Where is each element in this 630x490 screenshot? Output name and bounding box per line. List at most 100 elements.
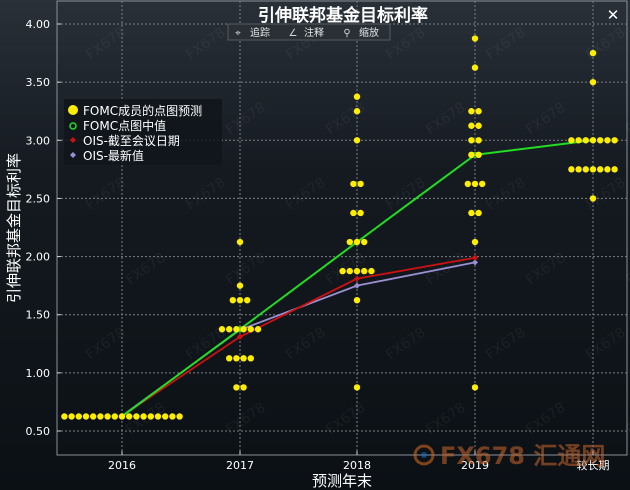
fomc-dot (568, 137, 575, 144)
fomc-dot (357, 209, 364, 217)
fomc-dot (240, 326, 247, 333)
toolbar-zoom-label: 缩放 (359, 26, 379, 39)
fomc-dot (597, 166, 604, 173)
fomc-dot (126, 413, 133, 420)
series-point-ois-meeting (237, 333, 243, 340)
fomc-dot (353, 296, 361, 304)
fomc-dot (350, 209, 357, 217)
fomc-dot (254, 326, 262, 333)
fomc-dot (244, 296, 251, 304)
plot-frame (56, 0, 628, 456)
fomc-dot (233, 384, 240, 391)
fomc-dot (589, 166, 597, 173)
toolbar-annotate-label: 注释 (304, 26, 324, 39)
fomc-dot (353, 137, 361, 144)
fomc-dot (162, 413, 169, 420)
y-tick-label: 2.00 (26, 251, 51, 264)
series-point-ois-latest (354, 282, 360, 289)
fomc-dot (471, 180, 479, 188)
fomc-dot (140, 413, 147, 420)
fomc-dot (475, 209, 482, 217)
fomc-dot (339, 267, 346, 275)
fomc-dot (118, 413, 126, 420)
fomc-dot (236, 238, 244, 246)
series-point-ois-meeting (472, 254, 478, 261)
y-tick-labels: 0.50 1.00 1.50 2.00 2.50 3.00 3.50 4.00 (26, 18, 51, 438)
y-tick-label: 1.00 (26, 367, 51, 380)
fomc-dot (468, 108, 475, 115)
fomc-dot (240, 384, 247, 391)
fomc-dot (361, 267, 368, 275)
fomc-dot (346, 238, 353, 246)
fomc-dot (475, 137, 482, 144)
brand-watermark-text: FX678 汇通网 (440, 442, 605, 470)
fomc-dot (597, 137, 604, 144)
fomc-dot (582, 137, 589, 144)
annotate-icon: ∠ (289, 28, 298, 39)
fomc-dot (236, 282, 244, 289)
fomc-dot (353, 384, 361, 391)
fomc-dot (464, 180, 471, 188)
legend-marker-dots (68, 105, 78, 115)
toolbar-button-zoom[interactable]: ⚲ 缩放 (343, 26, 379, 39)
fomc-dot (240, 355, 247, 362)
toolbar-button-track[interactable]: ⌖ 追踪 (235, 26, 270, 39)
fomc-dot (468, 209, 475, 217)
fomc-dot (575, 137, 582, 144)
fomc-dot (468, 137, 475, 144)
fomc-dot (611, 137, 618, 144)
fomc-dot (361, 238, 368, 246)
toolbar-button-annotate[interactable]: ∠ 注释 (289, 26, 324, 39)
fomc-dot (589, 137, 597, 144)
fomc-dot (357, 180, 364, 188)
chart-title: 引伸联邦基金目标利率 (258, 5, 428, 26)
legend-label-ois-latest: OIS-最新值 (83, 148, 144, 163)
legend-marker-ois-latest (70, 152, 76, 158)
y-tick-label: 3.50 (26, 76, 51, 89)
fomc-dot (169, 413, 176, 420)
fomc-dot (82, 413, 90, 420)
fomc-dot (589, 78, 597, 86)
fomc-dot (233, 355, 240, 362)
fomc-dot (475, 108, 482, 115)
close-icon[interactable]: ✕ (607, 6, 620, 24)
fomc-dot (479, 180, 486, 188)
fomc-dot (475, 122, 482, 129)
fomc-dot (247, 326, 254, 333)
fomc-dot (353, 108, 361, 115)
fomc-dot (97, 413, 104, 420)
y-axis-title: 引伸联邦基金目标利率 (5, 153, 23, 303)
chart-toolbar: ⌖ 追踪 ∠ 注释 ⚲ 缩放 (227, 23, 391, 41)
fomc-dot (353, 93, 361, 100)
y-tick-label: 3.00 (26, 134, 51, 147)
fomc-dot (350, 180, 357, 188)
fomc-dot (229, 296, 236, 304)
fomc-dot (353, 238, 361, 246)
fomc-dot (568, 166, 575, 173)
fomc-dot (468, 151, 475, 159)
crosshair-icon: ⌖ (235, 28, 241, 39)
fomc-dot (68, 413, 75, 420)
x-tick-label: 2018 (343, 459, 371, 472)
fomc-dot (346, 267, 353, 275)
y-tick-label: 1.50 (26, 309, 51, 322)
y-tick-label: 2.50 (26, 192, 51, 205)
y-tick-label: 0.50 (26, 425, 51, 438)
legend-marker-median (69, 122, 77, 130)
toolbar-track-label: 追踪 (250, 26, 270, 39)
fomc-dot (233, 326, 240, 333)
fomc-dot (604, 166, 611, 173)
legend-label-ois-meeting: OIS-截至会议日期 (83, 134, 180, 148)
fomc-dot (236, 296, 244, 304)
x-tick-label: 2017 (226, 459, 254, 472)
fomc-dot (176, 413, 183, 420)
fomc-dot (611, 166, 618, 173)
fomc-dot (226, 355, 233, 362)
fomc-dot (218, 326, 226, 333)
fomc-dot (75, 413, 83, 420)
x-tick-label: 较长期 (577, 458, 610, 472)
fomc-dot (226, 326, 233, 333)
fomc-dot (147, 413, 154, 420)
legend-marker-ois-meeting (70, 137, 76, 143)
